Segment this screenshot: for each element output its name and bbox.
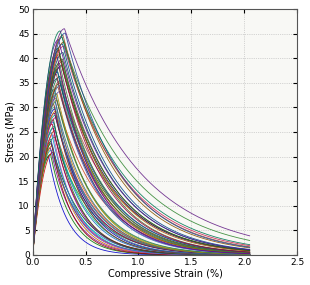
Y-axis label: Stress (MPa): Stress (MPa) — [6, 101, 16, 162]
X-axis label: Compressive Strain (%): Compressive Strain (%) — [108, 269, 222, 280]
